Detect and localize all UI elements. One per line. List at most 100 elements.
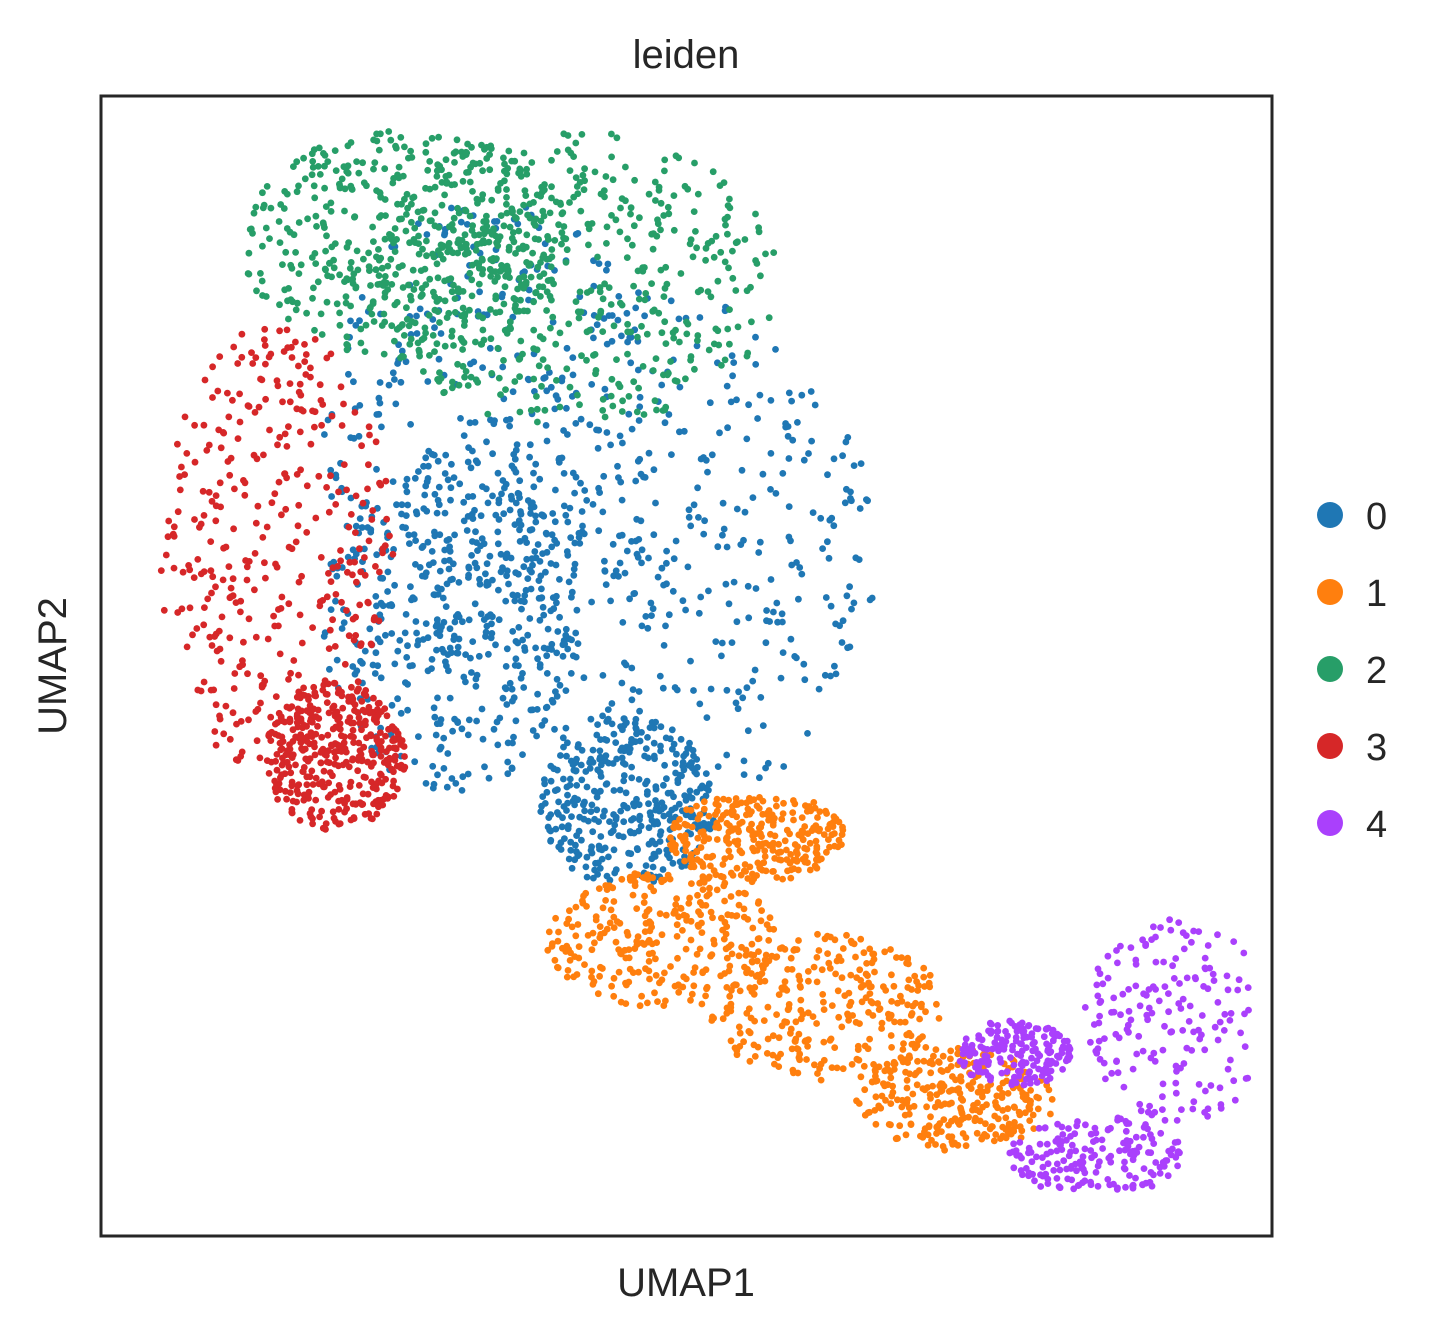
point: [680, 752, 688, 760]
point: [747, 951, 755, 958]
point: [734, 323, 742, 331]
point: [844, 434, 852, 441]
point: [700, 798, 708, 806]
point: [497, 550, 505, 558]
point: [898, 954, 905, 961]
point: [635, 384, 642, 392]
point: [639, 267, 647, 275]
point: [472, 528, 479, 536]
point: [608, 130, 615, 138]
point: [244, 402, 252, 410]
point: [890, 1058, 898, 1066]
point: [592, 916, 600, 924]
point: [301, 358, 309, 365]
point: [443, 783, 451, 791]
point: [779, 649, 787, 656]
point: [1081, 1169, 1089, 1177]
point: [295, 182, 302, 190]
point: [530, 483, 538, 491]
point: [675, 913, 682, 921]
point: [422, 569, 430, 577]
point: [165, 517, 173, 525]
point: [830, 522, 838, 530]
point: [855, 556, 863, 563]
point: [670, 740, 678, 748]
point: [458, 725, 466, 733]
point: [709, 168, 717, 176]
point: [1150, 923, 1157, 931]
point: [422, 780, 430, 787]
point: [379, 549, 386, 557]
point: [1099, 1145, 1106, 1152]
point: [602, 897, 609, 904]
point: [278, 733, 286, 741]
point: [808, 437, 815, 445]
point: [509, 388, 517, 396]
point: [296, 428, 304, 436]
point: [503, 567, 511, 575]
point: [335, 820, 343, 828]
point: [616, 786, 624, 794]
point: [542, 704, 550, 712]
point: [295, 671, 302, 679]
point: [871, 968, 878, 976]
point: [1116, 1147, 1123, 1155]
point: [720, 525, 728, 533]
point: [354, 709, 362, 716]
point: [1227, 1056, 1234, 1064]
point: [301, 722, 308, 729]
point: [896, 1122, 904, 1130]
point: [1072, 1147, 1080, 1155]
point: [843, 931, 850, 939]
point: [309, 624, 316, 631]
point: [469, 188, 476, 195]
point: [1082, 1121, 1089, 1129]
point: [303, 482, 311, 490]
point: [233, 720, 240, 728]
point: [537, 217, 545, 225]
point: [727, 853, 734, 861]
point: [726, 195, 733, 203]
point: [660, 781, 667, 789]
point: [638, 622, 646, 630]
point: [392, 144, 400, 152]
point: [764, 1003, 772, 1011]
point: [736, 1029, 744, 1037]
point: [478, 535, 486, 542]
point: [1074, 1118, 1081, 1125]
point: [764, 1035, 772, 1043]
point: [287, 296, 295, 303]
point: [332, 474, 340, 482]
point: [466, 269, 474, 277]
point: [1125, 986, 1132, 993]
point: [652, 972, 660, 979]
point: [918, 1000, 925, 1008]
point: [846, 1002, 853, 1009]
point: [662, 340, 670, 347]
point: [838, 1023, 846, 1031]
point: [667, 297, 675, 305]
point: [212, 741, 220, 749]
point: [814, 1070, 821, 1077]
point: [229, 575, 237, 583]
point: [511, 521, 519, 528]
point: [1037, 1183, 1045, 1190]
point: [1132, 982, 1140, 990]
point: [866, 596, 874, 604]
point: [806, 839, 814, 847]
point: [555, 221, 562, 229]
point: [734, 705, 742, 713]
point: [610, 846, 618, 854]
point: [569, 652, 577, 660]
point: [431, 591, 439, 599]
point: [608, 212, 615, 219]
point: [468, 143, 475, 151]
point: [626, 595, 633, 603]
point: [648, 837, 656, 845]
point: [553, 649, 561, 657]
point: [650, 887, 658, 895]
point: [627, 204, 635, 212]
point: [708, 451, 716, 459]
point: [623, 254, 631, 261]
point: [603, 240, 610, 247]
